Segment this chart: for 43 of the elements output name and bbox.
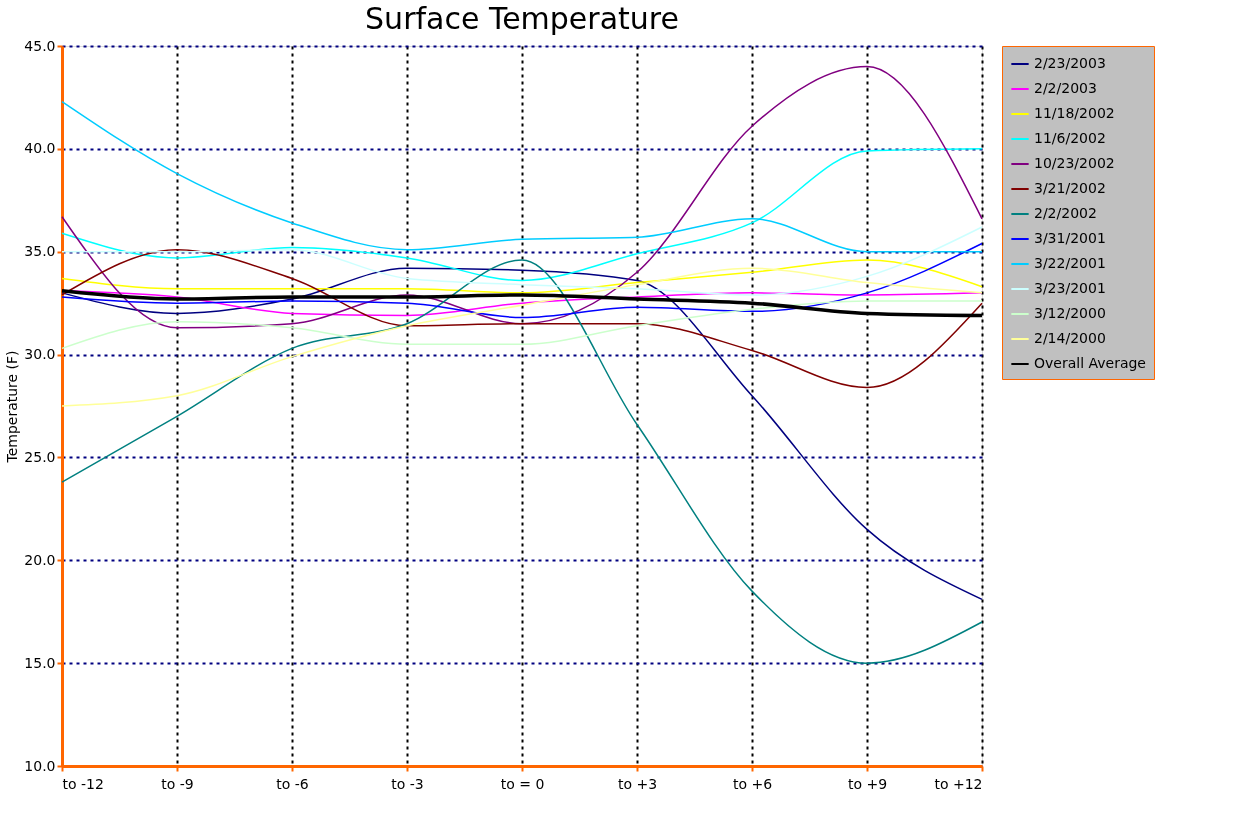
x-tick-label: to +3 [617, 775, 658, 792]
line-series [61, 226, 983, 296]
x-tick-label: to +12 [934, 775, 983, 792]
line-series [61, 100, 983, 253]
legend-label: 11/6/2002 [1034, 130, 1106, 146]
y-tick-label: 20.0 [24, 551, 56, 568]
line-series [61, 242, 983, 319]
line-series [61, 65, 983, 329]
line-series [61, 259, 983, 664]
legend-label: 3/23/2001 [1034, 280, 1106, 296]
y-tick-label: 40.0 [24, 140, 56, 157]
line-series [61, 148, 983, 282]
line-series [61, 267, 983, 407]
x-tick-label: to +9 [847, 775, 888, 792]
x-tick-label: to -12 [62, 775, 104, 792]
legend-label: 2/23/2003 [1034, 55, 1106, 71]
x-tick-label: to -9 [161, 775, 194, 792]
chart-title: Surface Temperature [365, 1, 679, 36]
x-tick-label: to -6 [276, 775, 309, 792]
y-tick-label: 15.0 [24, 654, 56, 671]
y-tick-label: 30.0 [24, 346, 56, 363]
x-tick-label: to = 0 [500, 775, 545, 792]
legend-label: 3/21/2002 [1034, 180, 1106, 196]
x-tick-label: to -3 [391, 775, 424, 792]
legend-label: Overall Average [1034, 355, 1146, 371]
x-tick-label: to +6 [732, 775, 773, 792]
legend-label: 2/2/2003 [1034, 80, 1097, 96]
legend-label: 3/31/2001 [1034, 230, 1106, 246]
line-series [61, 300, 983, 350]
line-series [61, 248, 983, 389]
legend-label: 10/23/2002 [1034, 155, 1115, 171]
line-series [61, 259, 983, 294]
y-tick-label: 35.0 [24, 243, 56, 260]
legend-label: 3/12/2000 [1034, 305, 1106, 321]
line-series [61, 267, 983, 601]
y-tick-label: 10.0 [24, 757, 56, 774]
legend-label: 2/2/2002 [1034, 205, 1097, 221]
legend-label: 11/18/2002 [1034, 105, 1115, 121]
legend-label: 2/14/2000 [1034, 330, 1106, 346]
legend-label: 3/22/2001 [1034, 255, 1106, 271]
y-tick-label: 45.0 [24, 37, 56, 54]
y-tick-label: 25.0 [24, 448, 56, 465]
y-axis-title: Temperature (F) [4, 350, 21, 464]
